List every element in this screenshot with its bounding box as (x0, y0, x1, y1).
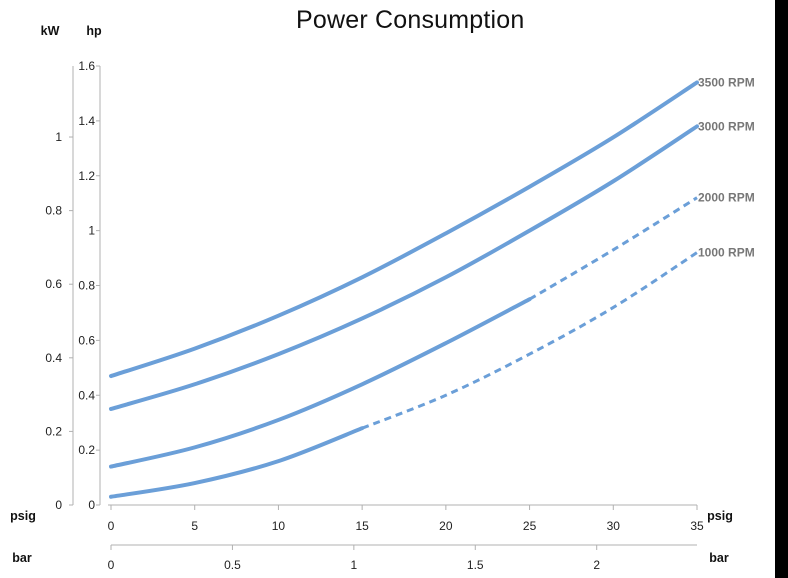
chart-title: Power Consumption (296, 6, 525, 34)
x-bar-tick-label: 0.5 (224, 558, 241, 572)
unit-label-hp: hp (86, 24, 102, 38)
x-psig-tick-label: 30 (607, 519, 621, 533)
x-bar-tick-label: 1 (351, 558, 358, 572)
series-line-1000-rpm (109, 426, 365, 499)
y-hp-tick-label: 1.2 (78, 169, 95, 183)
series-label-2000-rpm: 2000 RPM (698, 191, 755, 205)
series-line-dashed-2000-rpm (528, 196, 698, 301)
y-hp-tick-label: 1.6 (78, 59, 95, 73)
y-hp-tick-label: 0.2 (78, 443, 95, 457)
y-kw-tick-label: 1 (55, 130, 62, 144)
y-hp-tick-label: 0 (88, 498, 95, 512)
x-psig-tick-label: 0 (108, 519, 115, 533)
y-hp-tick-label: 1.4 (78, 114, 95, 128)
y-hp-tick-label: 0.4 (78, 388, 95, 402)
x-psig-tick-label: 35 (690, 519, 704, 533)
x-psig-tick-label: 5 (191, 519, 198, 533)
x-psig-tick-label: 20 (439, 519, 453, 533)
y-kw-tick-label: 0.4 (45, 351, 62, 365)
y-kw-tick-label: 0.6 (45, 277, 62, 291)
unit-label-psig-right: psig (707, 509, 733, 523)
y-kw-tick-label: 0.8 (45, 204, 62, 218)
x-bar-tick-label: 1.5 (467, 558, 484, 572)
series-lines (109, 80, 699, 499)
x-bar-tick-label: 0 (108, 558, 115, 572)
y-hp-tick-label: 1 (88, 224, 95, 238)
unit-label-kw: kW (41, 24, 60, 38)
right-edge-border (775, 0, 788, 578)
series-labels: 3500 RPM 3000 RPM 2000 RPM 1000 RPM (698, 75, 755, 259)
x-psig-tick-label: 10 (272, 519, 286, 533)
unit-label-psig-left: psig (10, 509, 36, 523)
y-hp-tick-label: 0.8 (78, 279, 95, 293)
unit-label-bar-left: bar (12, 551, 32, 565)
series-line-3500-rpm (109, 80, 699, 379)
axes-group: 0 5 10 15 20 25 30 350 0.5 1 1.5 200.20.40.60.811.2… (10, 24, 733, 572)
series-line-3000-rpm (109, 124, 699, 411)
series-line-dashed-1000-rpm (361, 251, 698, 430)
y-kw-tick-label: 0 (55, 498, 62, 512)
series-line-2000-rpm (109, 297, 532, 469)
x-bar-tick-label: 2 (593, 558, 600, 572)
series-label-3000-rpm: 3000 RPM (698, 119, 755, 133)
x-psig-tick-label: 25 (523, 519, 537, 533)
unit-label-bar-right: bar (709, 551, 729, 565)
y-hp-tick-label: 0.6 (78, 333, 95, 347)
series-label-3500-rpm: 3500 RPM (698, 75, 755, 89)
series-label-1000-rpm: 1000 RPM (698, 246, 755, 260)
x-psig-tick-label: 15 (355, 519, 369, 533)
y-kw-tick-label: 0.2 (45, 424, 62, 438)
